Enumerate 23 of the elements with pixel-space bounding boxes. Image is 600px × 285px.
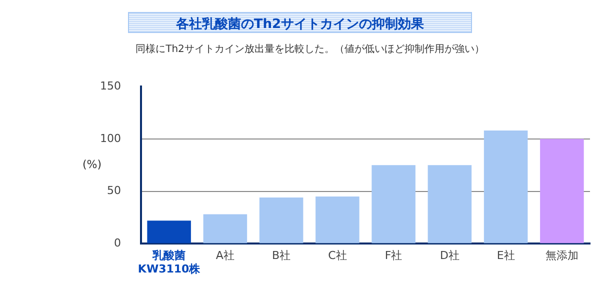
x-tick-label: 乳酸菌 KW3110株 [138, 249, 202, 276]
bar [484, 130, 528, 244]
bar [259, 198, 304, 244]
bar [203, 214, 248, 244]
x-tick-label: B社 [272, 249, 291, 262]
chart-subtitle: 同様にTh2サイトカイン放出量を比較した。（値が低いほど抑制作用が強い） [134, 42, 486, 56]
bar [372, 165, 416, 244]
x-tick-label: A社 [216, 249, 234, 262]
x-tick-label: F社 [384, 249, 402, 262]
y-tick-label: 150 [100, 79, 121, 92]
x-tick-label: 無添加 [545, 249, 578, 262]
y-tick-label: 0 [114, 236, 121, 250]
x-tick-label: D社 [440, 249, 460, 262]
y-axis-title: (%) [82, 158, 102, 171]
x-tick-label: E社 [496, 249, 515, 262]
chart-title: 各社乳酸菌のTh2サイトカインの抑制効果 [176, 17, 424, 32]
x-tick-label: C社 [328, 249, 347, 262]
bar [147, 220, 191, 244]
bar [428, 165, 472, 244]
y-tick-label: 100 [100, 132, 121, 145]
bar [316, 196, 360, 244]
y-tick-label: 50 [106, 184, 121, 198]
bar [540, 138, 584, 244]
